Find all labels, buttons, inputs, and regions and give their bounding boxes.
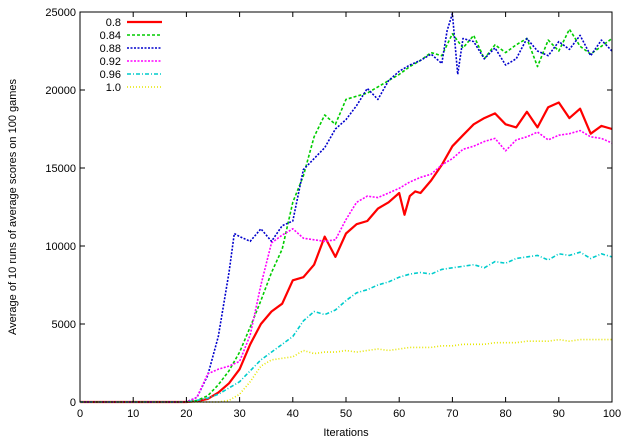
x-tick-label: 50 — [340, 408, 352, 420]
series-line-4 — [80, 251, 613, 403]
x-tick-label: 40 — [287, 408, 299, 420]
x-tick-label: 30 — [233, 408, 245, 420]
y-tick-label: 25000 — [45, 7, 76, 19]
series-line-2 — [80, 12, 613, 403]
x-tick-label: 100 — [603, 408, 621, 420]
y-tick-label: 15000 — [45, 163, 76, 175]
legend-label: 0.84 — [100, 30, 121, 42]
legend: 0.80.840.880.920.961.0 — [100, 17, 162, 94]
x-tick-label: 0 — [77, 408, 83, 420]
y-tick-label: 0 — [70, 397, 76, 409]
x-tick-label: 70 — [446, 408, 458, 420]
series-line-0 — [80, 101, 613, 404]
x-axis-label: Iterations — [323, 427, 369, 438]
x-tick-label: 60 — [393, 408, 405, 420]
series-line-1 — [80, 28, 613, 403]
legend-label: 0.8 — [106, 17, 121, 29]
x-tick-label: 80 — [499, 408, 511, 420]
ticks-layer: 0 10 20 30 40 50 60 70 80 90 100 0 5000 10000 15000 200… — [45, 7, 621, 420]
series-line-5 — [80, 338, 612, 403]
y-tick-label: 5000 — [52, 319, 76, 331]
y-tick-label: 20000 — [45, 85, 76, 97]
y-axis-label: Average of 10 runs of average scores on … — [7, 78, 19, 335]
x-tick-label: 10 — [127, 408, 139, 420]
series-line-3 — [80, 129, 613, 403]
legend-label: 0.88 — [100, 43, 121, 55]
series-layer — [80, 12, 613, 404]
legend-label: 0.92 — [100, 56, 121, 68]
x-tick-label: 20 — [180, 408, 192, 420]
y-tick-label: 10000 — [45, 241, 76, 253]
plot-frame — [79, 11, 613, 403]
legend-label: 1.0 — [106, 82, 121, 94]
x-tick-label: 90 — [553, 408, 565, 420]
legend-label: 0.96 — [100, 69, 121, 81]
